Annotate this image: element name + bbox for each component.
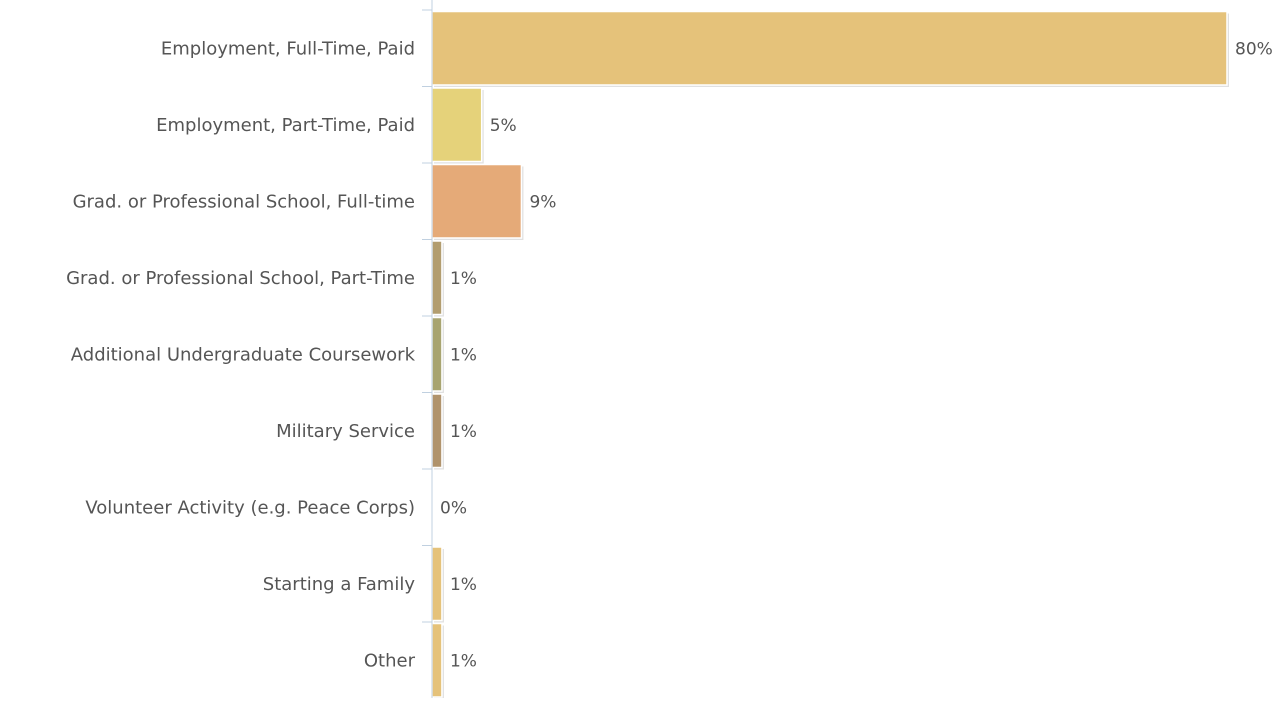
value-label: 1%	[450, 575, 477, 595]
value-label: 1%	[450, 422, 477, 442]
bar	[431, 622, 443, 698]
category-label: Employment, Full-Time, Paid	[161, 38, 415, 59]
bar	[431, 163, 523, 239]
axis-layer	[422, 0, 433, 699]
category-label: Starting a Family	[263, 574, 416, 595]
category-label: Other	[364, 650, 416, 671]
labels-layer: Employment, Full-Time, Paid 80% Employment…	[66, 38, 1273, 671]
bars-layer	[431, 10, 1229, 699]
category-label: Grad. or Professional School, Full-time	[73, 191, 415, 212]
bar	[431, 393, 443, 469]
bar	[431, 87, 483, 163]
category-label: Volunteer Activity (e.g. Peace Corps)	[85, 497, 415, 518]
category-label: Grad. or Professional School, Part-Time	[66, 268, 415, 289]
value-label: 5%	[490, 116, 517, 136]
value-label: 1%	[450, 651, 477, 671]
value-label: 1%	[450, 345, 477, 365]
bar	[431, 240, 443, 316]
bar	[431, 10, 1228, 86]
category-label: Additional Undergraduate Coursework	[71, 344, 416, 365]
value-label: 1%	[450, 269, 477, 289]
value-label: 0%	[440, 498, 467, 518]
value-label: 9%	[529, 192, 556, 212]
bar	[431, 546, 443, 622]
category-label: Employment, Part-Time, Paid	[156, 115, 415, 136]
bar	[431, 316, 443, 392]
category-label: Military Service	[276, 421, 415, 442]
value-label: 80%	[1235, 39, 1273, 59]
